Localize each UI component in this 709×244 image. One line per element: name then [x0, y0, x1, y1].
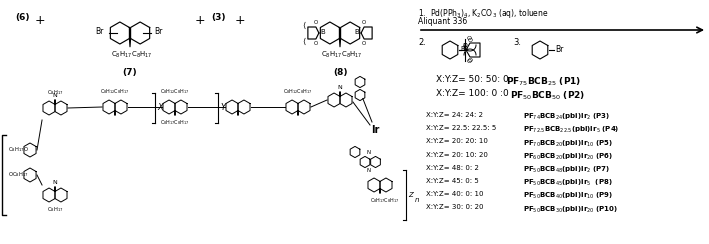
Text: X:Y:Z= 48: 0: 2: X:Y:Z= 48: 0: 2	[426, 165, 486, 171]
Text: PF$_{50}$BCB$_{45}$(pbi)Ir$_5$  (P8): PF$_{50}$BCB$_{45}$(pbi)Ir$_5$ (P8)	[523, 178, 613, 188]
Text: 1.  Pd(PPh$_3$)$_4$, K$_2$CO$_3$ (aq), toluene: 1. Pd(PPh$_3$)$_4$, K$_2$CO$_3$ (aq), to…	[418, 7, 549, 20]
Text: (8): (8)	[333, 68, 347, 77]
Text: C$_8$H$_{17}$: C$_8$H$_{17}$	[47, 205, 63, 214]
Text: PF$_{50}$BCB$_{48}$(pbi)Ir$_2$ (P7): PF$_{50}$BCB$_{48}$(pbi)Ir$_2$ (P7)	[523, 165, 610, 175]
Text: X:Y:Z= 22.5: 22.5: 5: X:Y:Z= 22.5: 22.5: 5	[426, 125, 498, 131]
Text: PF$_{70}$BCB$_{20}$(pbi)Ir$_{10}$ (P5): PF$_{70}$BCB$_{20}$(pbi)Ir$_{10}$ (P5)	[523, 138, 613, 149]
Text: 3.: 3.	[513, 38, 521, 47]
Text: C$_8$H$_{17}$C$_8$H$_{17}$: C$_8$H$_{17}$C$_8$H$_{17}$	[370, 196, 400, 205]
Text: Br: Br	[96, 28, 104, 37]
Text: (7): (7)	[123, 68, 138, 77]
Text: B: B	[462, 43, 467, 52]
Text: PF$_{75}$BCB$_{25}$ (P1): PF$_{75}$BCB$_{25}$ (P1)	[506, 75, 581, 88]
Text: C$_8$H$_{17}$C$_8$H$_{17}$: C$_8$H$_{17}$C$_8$H$_{17}$	[111, 50, 152, 60]
Text: Ir: Ir	[371, 125, 379, 135]
Text: PF$_{50}$BCB$_{50}$ (P2): PF$_{50}$BCB$_{50}$ (P2)	[510, 89, 585, 102]
Text: 2.: 2.	[418, 38, 426, 47]
Text: (6): (6)	[15, 13, 29, 22]
Text: X:Y:Z= 20: 10: 20: X:Y:Z= 20: 10: 20	[426, 152, 495, 158]
Text: N: N	[52, 93, 57, 98]
Text: N: N	[367, 168, 371, 173]
Text: O: O	[314, 20, 318, 25]
Text: C$_8$H$_{17}$O: C$_8$H$_{17}$O	[8, 146, 29, 154]
Text: O: O	[362, 20, 367, 25]
Text: PF$_{74}$BCB$_{24}$(pbi)Ir$_2$ (P3): PF$_{74}$BCB$_{24}$(pbi)Ir$_2$ (P3)	[523, 112, 610, 122]
Text: C$_8$H$_{12}$C$_8$H$_{17}$: C$_8$H$_{12}$C$_8$H$_{17}$	[160, 87, 190, 96]
Text: O: O	[467, 58, 472, 62]
Text: OC$_8$H$_{17}$: OC$_8$H$_{17}$	[8, 171, 29, 179]
Text: O: O	[467, 38, 472, 42]
Text: O: O	[314, 41, 318, 46]
Text: PF$_{60}$BCB$_{20}$(pbi)Ir$_{20}$ (P6): PF$_{60}$BCB$_{20}$(pbi)Ir$_{20}$ (P6)	[523, 152, 613, 162]
Text: PF$_{72.5}$BCB$_{22.5}$(pbi)Ir$_5$ (P4): PF$_{72.5}$BCB$_{22.5}$(pbi)Ir$_5$ (P4)	[523, 125, 620, 135]
Text: Aliquant 336: Aliquant 336	[418, 17, 467, 26]
Text: X:Y:Z= 100: 0 :0: X:Y:Z= 100: 0 :0	[436, 89, 515, 98]
Text: +: +	[35, 14, 45, 27]
Text: O: O	[467, 59, 471, 64]
Text: O: O	[362, 41, 367, 46]
Text: C$_8$H$_{12}$C$_8$H$_{17}$: C$_8$H$_{12}$C$_8$H$_{17}$	[100, 87, 130, 96]
Text: Br: Br	[154, 28, 162, 37]
Text: (3): (3)	[211, 13, 225, 22]
Text: PF$_{50}$BCB$_{30}$(pbi)Ir$_{20}$ (P10): PF$_{50}$BCB$_{30}$(pbi)Ir$_{20}$ (P10)	[523, 204, 618, 215]
Text: N: N	[337, 85, 342, 90]
Text: N: N	[52, 180, 57, 185]
Text: +: +	[195, 14, 206, 27]
Text: O: O	[467, 36, 471, 41]
Text: C$_8$H$_{12}$C$_8$H$_{17}$: C$_8$H$_{12}$C$_8$H$_{17}$	[283, 87, 313, 96]
Text: B: B	[460, 46, 465, 52]
Text: X:Y:Z= 24: 24: 2: X:Y:Z= 24: 24: 2	[426, 112, 492, 118]
Text: X:Y:Z= 45: 0: 5: X:Y:Z= 45: 0: 5	[426, 178, 486, 184]
Text: $\langle$: $\langle$	[301, 35, 306, 47]
Text: Br: Br	[555, 44, 564, 53]
Text: PF$_{50}$BCB$_{40}$(pbi)Ir$_{10}$ (P9): PF$_{50}$BCB$_{40}$(pbi)Ir$_{10}$ (P9)	[523, 191, 613, 201]
Text: B: B	[354, 29, 359, 35]
Text: X:Y:Z= 20: 20: 10: X:Y:Z= 20: 20: 10	[426, 138, 495, 144]
Text: X:Y:Z= 40: 0: 10: X:Y:Z= 40: 0: 10	[426, 191, 490, 197]
Text: B: B	[320, 29, 325, 35]
Text: C$_8$H$_{17}$C$_8$H$_{17}$: C$_8$H$_{17}$C$_8$H$_{17}$	[321, 50, 363, 60]
Text: Y: Y	[220, 103, 225, 112]
Text: n: n	[415, 197, 420, 203]
Text: +: +	[235, 14, 245, 27]
Text: Z: Z	[408, 192, 413, 198]
Text: X:Y:Z= 50: 50: 0: X:Y:Z= 50: 50: 0	[436, 75, 512, 84]
Text: X: X	[157, 103, 163, 112]
Text: X:Y:Z= 30: 0: 20: X:Y:Z= 30: 0: 20	[426, 204, 490, 210]
Text: C$_8$H$_{17}$: C$_8$H$_{17}$	[47, 88, 63, 97]
Text: C$_8$H$_{17}$C$_8$H$_{17}$: C$_8$H$_{17}$C$_8$H$_{17}$	[160, 118, 190, 127]
Text: N: N	[367, 150, 371, 155]
Text: $\langle$: $\langle$	[301, 20, 306, 30]
